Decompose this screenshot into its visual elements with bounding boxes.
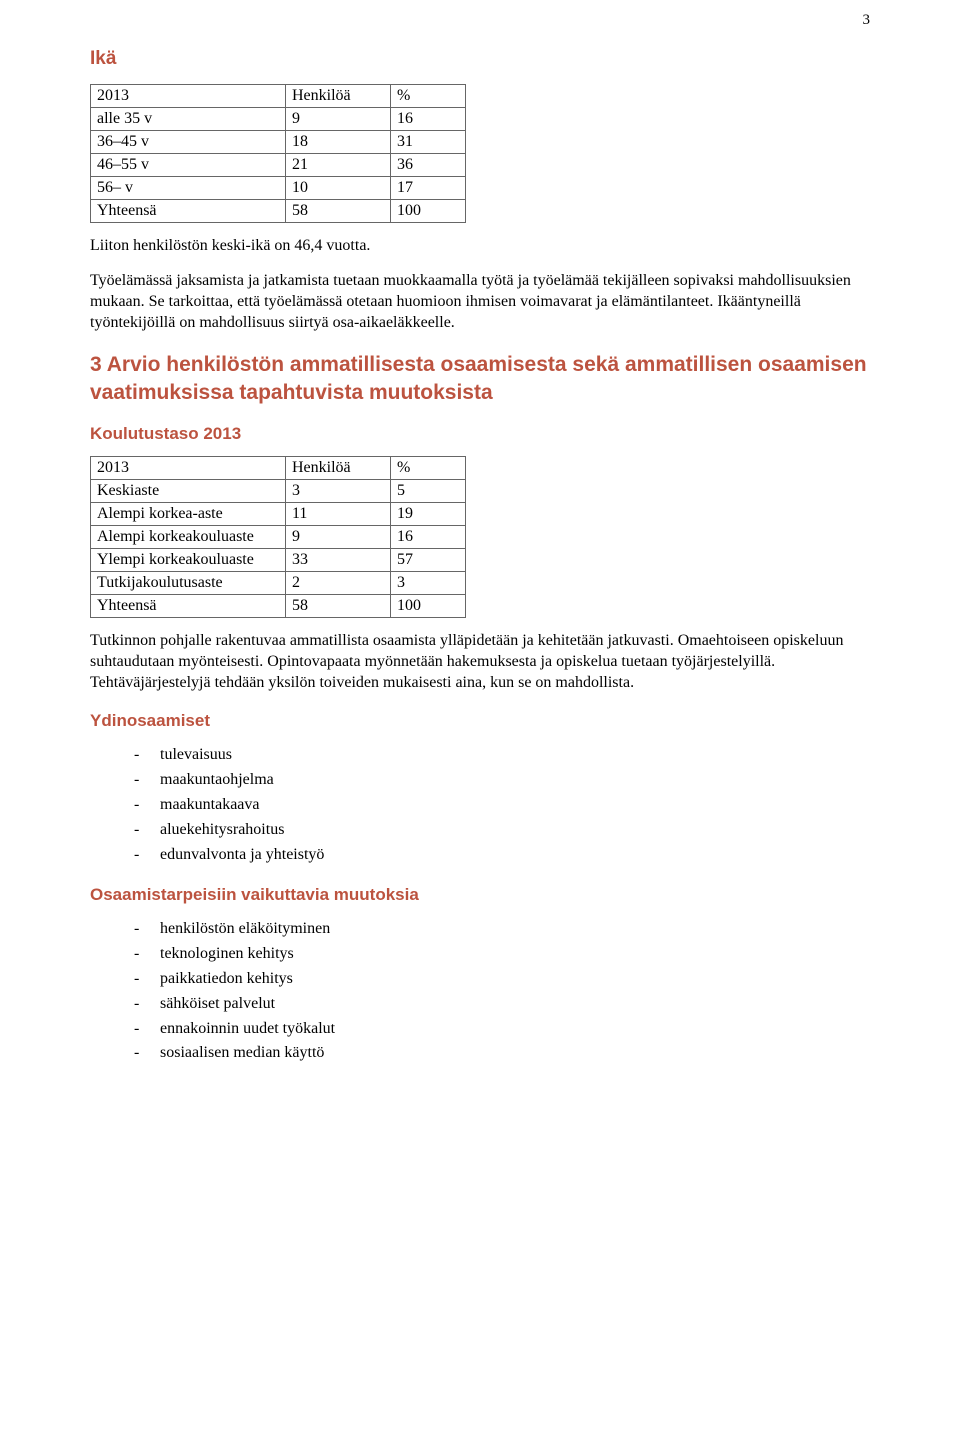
table-header-row: 2013 Henkilöä % — [91, 457, 466, 480]
table-header-cell: 2013 — [91, 457, 286, 480]
table-cell: 19 — [391, 503, 466, 526]
table-row: Alempi korkea-aste 11 19 — [91, 503, 466, 526]
table-cell: 2 — [286, 572, 391, 595]
table-cell: 3 — [391, 572, 466, 595]
table-cell: Alempi korkeakouluaste — [91, 526, 286, 549]
table-cell: 56– v — [91, 177, 286, 200]
table-cell: 36 — [391, 154, 466, 177]
table-cell: 11 — [286, 503, 391, 526]
table-row: Yhteensä 58 100 — [91, 200, 466, 223]
table-row: 56– v 10 17 — [91, 177, 466, 200]
table-cell: 10 — [286, 177, 391, 200]
table-header-cell: Henkilöä — [286, 85, 391, 108]
table-cell: 46–55 v — [91, 154, 286, 177]
table-cell: 36–45 v — [91, 131, 286, 154]
table-header-cell: % — [391, 457, 466, 480]
list-item: ennakoinnin uudet työkalut — [134, 1017, 870, 1042]
table-cell: Alempi korkea-aste — [91, 503, 286, 526]
table-row: Yhteensä 58 100 — [91, 595, 466, 618]
subheading-ydinosaamiset: Ydinosaamiset — [90, 711, 870, 731]
table-ika: 2013 Henkilöä % alle 35 v 9 16 36–45 v 1… — [90, 84, 466, 223]
table-row: Ylempi korkeakouluaste 33 57 — [91, 549, 466, 572]
subheading-osaamistarpeisiin: Osaamistarpeisiin vaikuttavia muutoksia — [90, 885, 870, 905]
table-row: alle 35 v 9 16 — [91, 108, 466, 131]
document-page: 3 Ikä 2013 Henkilöä % alle 35 v 9 16 36–… — [0, 0, 960, 1434]
list-item: tulevaisuus — [134, 743, 870, 768]
paragraph-tutkinnon: Tutkinnon pohjalle rakentuvaa ammatillis… — [90, 630, 870, 693]
table-cell: 3 — [286, 480, 391, 503]
table-cell: 31 — [391, 131, 466, 154]
table-cell: 16 — [391, 108, 466, 131]
table-cell: 9 — [286, 526, 391, 549]
list-item: maakuntakaava — [134, 793, 870, 818]
subheading-koulutustaso: Koulutustaso 2013 — [90, 424, 870, 444]
table-row: Alempi korkeakouluaste 9 16 — [91, 526, 466, 549]
table-cell: 9 — [286, 108, 391, 131]
heading-arvio: 3 Arvio henkilöstön ammatillisesta osaam… — [90, 351, 870, 406]
list-item: maakuntaohjelma — [134, 768, 870, 793]
paragraph-keskiika: Liiton henkilöstön keski-ikä on 46,4 vuo… — [90, 235, 870, 256]
table-cell: 16 — [391, 526, 466, 549]
table-header-cell: Henkilöä — [286, 457, 391, 480]
table-row: Tutkijakoulutusaste 2 3 — [91, 572, 466, 595]
list-item: sähköiset palvelut — [134, 992, 870, 1017]
list-item: paikkatiedon kehitys — [134, 967, 870, 992]
list-ydinosaamiset: tulevaisuus maakuntaohjelma maakuntakaav… — [90, 743, 870, 867]
table-cell: 100 — [391, 200, 466, 223]
table-header-row: 2013 Henkilöä % — [91, 85, 466, 108]
page-number: 3 — [863, 12, 871, 29]
table-cell: 21 — [286, 154, 391, 177]
heading-ika: Ikä — [90, 48, 870, 70]
table-cell: 57 — [391, 549, 466, 572]
table-cell: Tutkijakoulutusaste — [91, 572, 286, 595]
table-cell: Yhteensä — [91, 200, 286, 223]
list-item: aluekehitysrahoitus — [134, 818, 870, 843]
table-row: 46–55 v 21 36 — [91, 154, 466, 177]
list-item: henkilöstön eläköityminen — [134, 917, 870, 942]
table-cell: 17 — [391, 177, 466, 200]
table-cell: Yhteensä — [91, 595, 286, 618]
list-item: edunvalvonta ja yhteistyö — [134, 843, 870, 868]
paragraph-tyoelama: Työelämässä jaksamista ja jatkamista tue… — [90, 270, 870, 333]
table-row: 36–45 v 18 31 — [91, 131, 466, 154]
table-cell: Ylempi korkeakouluaste — [91, 549, 286, 572]
table-header-cell: 2013 — [91, 85, 286, 108]
table-cell: 33 — [286, 549, 391, 572]
table-cell: Keskiaste — [91, 480, 286, 503]
table-cell: alle 35 v — [91, 108, 286, 131]
table-cell: 5 — [391, 480, 466, 503]
table-cell: 58 — [286, 200, 391, 223]
list-item: sosiaalisen median käyttö — [134, 1041, 870, 1066]
table-row: Keskiaste 3 5 — [91, 480, 466, 503]
table-cell: 100 — [391, 595, 466, 618]
table-cell: 18 — [286, 131, 391, 154]
list-osaamistarpeisiin: henkilöstön eläköityminen teknologinen k… — [90, 917, 870, 1066]
table-header-cell: % — [391, 85, 466, 108]
table-cell: 58 — [286, 595, 391, 618]
table-koulutustaso: 2013 Henkilöä % Keskiaste 3 5 Alempi kor… — [90, 456, 466, 618]
list-item: teknologinen kehitys — [134, 942, 870, 967]
